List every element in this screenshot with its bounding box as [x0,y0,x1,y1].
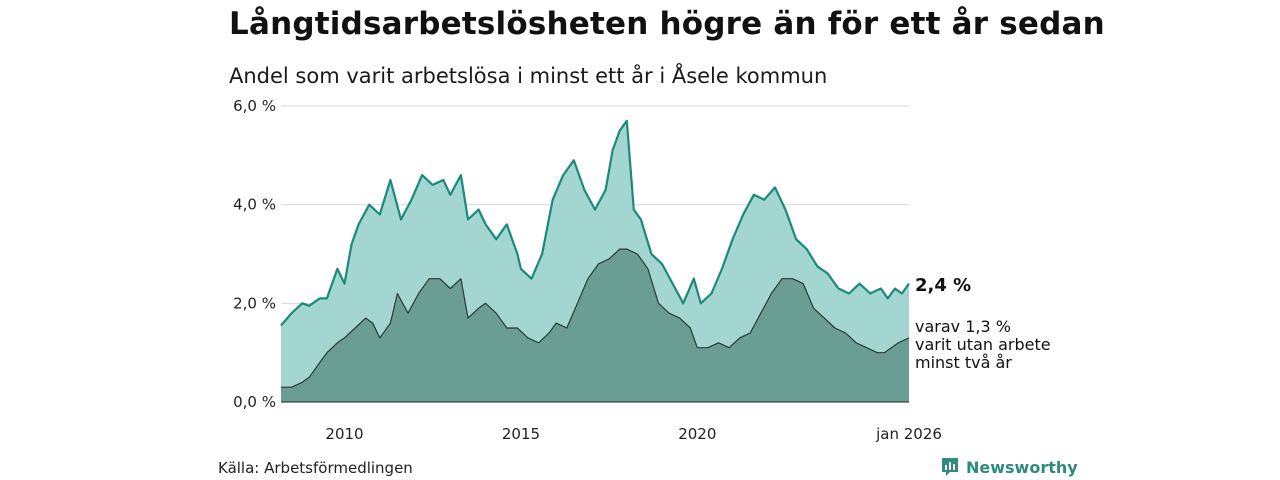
axis-layer: 0,0 % 2,0 % 4,0 % 6,0 % 2010 2015 2020 jan 2026 [233,97,942,443]
area-layer [280,119,910,403]
sub-value-label-line1: varav 1,3 % [915,317,1011,336]
last-value-label: 2,4 % [915,275,971,296]
x-tick-label-3: jan 2026 [875,425,942,443]
x-tick-label-1: 2015 [502,425,540,443]
newsworthy-icon [942,458,958,476]
chart-title: Långtidsarbetslösheten högre än för ett … [229,6,1105,42]
y-tick-label-3: 6,0 % [233,97,276,115]
x-tick-label-0: 2010 [325,425,363,443]
chart-subtitle: Andel som varit arbetslösa i minst ett å… [229,64,828,88]
series-line-1 [281,248,910,388]
series-line-0 [280,119,910,327]
source-note: Källa: Arbetsförmedlingen [218,459,413,477]
y-tick-label-1: 2,0 % [233,294,276,312]
brand-name: Newsworthy [966,457,1078,477]
sub-value-label-line2: varit utan arbete [915,335,1051,354]
brand-logo: Newsworthy [940,456,1078,478]
area-fill-series-1 [281,249,909,402]
y-tick-label-2: 4,0 % [233,196,276,214]
y-tick-label-0: 0,0 % [233,393,276,411]
x-tick-label-2: 2020 [678,425,716,443]
sub-value-label-line3: minst två år [915,353,1012,372]
